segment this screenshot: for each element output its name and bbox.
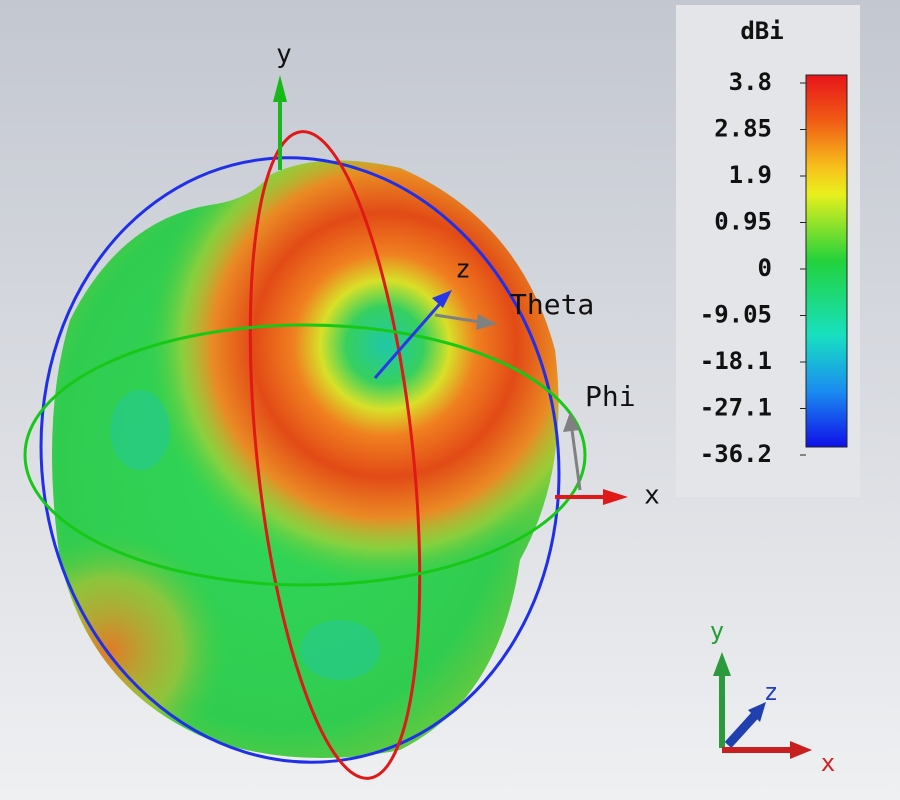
colorbar-tick-label: 3.8 xyxy=(729,68,772,96)
colorbar-tick-label: 0 xyxy=(758,254,772,282)
colorbar-tick-label: 1.9 xyxy=(729,161,772,189)
triad-label-z: z xyxy=(764,678,778,706)
colorbar-tick-label: -18.1 xyxy=(700,347,772,375)
colorbar-title: dBi xyxy=(740,17,783,45)
axis-label-z: z xyxy=(455,255,471,285)
colorbar-tick-label: -36.2 xyxy=(700,440,772,468)
colorbar-tick-label: 2.85 xyxy=(714,115,772,143)
radiation-pattern xyxy=(52,160,559,759)
equator-ring xyxy=(23,323,587,587)
theta-ring xyxy=(248,130,422,780)
colorbar: dBi 3.8 2.85 1.9 0.95 0 -9.05 -18.1 -27.1 -36.2 xyxy=(676,5,860,497)
axis-label-y: y xyxy=(276,40,292,70)
colorbar-tick-label: -9.05 xyxy=(700,301,772,329)
triad-label-y: y xyxy=(710,617,724,645)
triad-label-x: x xyxy=(821,749,835,777)
phi-label: Phi xyxy=(585,380,636,413)
colorbar-gradient xyxy=(805,74,848,448)
axes: y z x Theta Phi xyxy=(273,40,660,511)
axis-label-x: x xyxy=(644,481,660,511)
theta-label: Theta xyxy=(510,288,594,321)
phi-ring xyxy=(39,156,561,764)
orientation-triad: y z x xyxy=(710,617,835,777)
colorbar-tick-label: 0.95 xyxy=(714,208,772,236)
colorbar-tick-label: -27.1 xyxy=(700,394,772,422)
